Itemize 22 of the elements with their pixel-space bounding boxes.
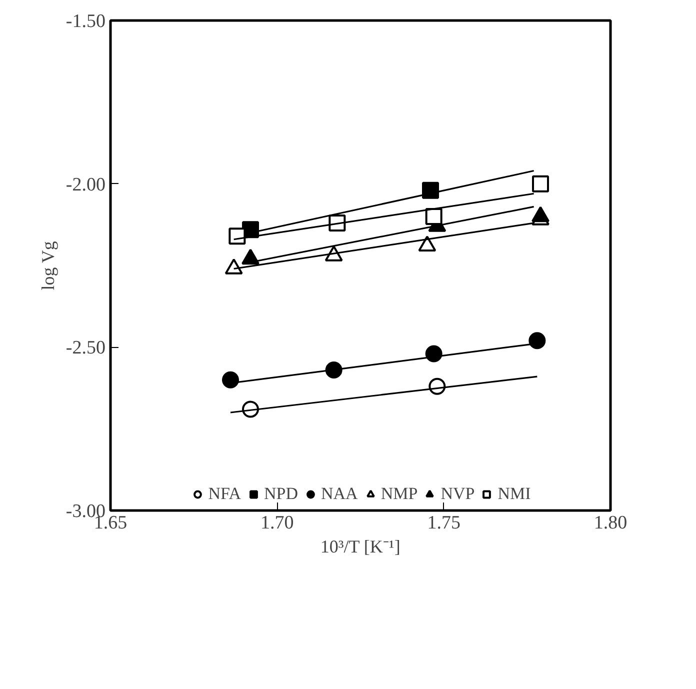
point — [528, 332, 546, 350]
point — [228, 228, 246, 245]
x-axis-title: 10³/T [K⁻¹] — [320, 536, 400, 556]
y-tick-label: -1.50 — [66, 11, 106, 32]
x-tick-label: 1.75 — [427, 512, 460, 534]
y-tick-label: -2.50 — [66, 338, 106, 359]
point — [422, 182, 439, 199]
legend-label: NPD — [264, 484, 298, 504]
legend-label: NMP — [380, 484, 418, 504]
legend-label: NAA — [320, 484, 358, 504]
point — [425, 208, 442, 225]
point — [222, 371, 239, 388]
point — [325, 362, 342, 379]
y-tick-label: -2.00 — [66, 174, 106, 196]
x-tick-label: 1.70 — [260, 512, 294, 534]
x-tick-label: 1.80 — [594, 512, 628, 534]
point — [425, 345, 442, 362]
legend-label: NFA — [208, 484, 241, 504]
y-axis-title: log Vg — [38, 241, 58, 290]
legend-label: NMI — [498, 484, 531, 504]
legend-label: NVP — [440, 484, 475, 504]
point — [532, 175, 549, 192]
